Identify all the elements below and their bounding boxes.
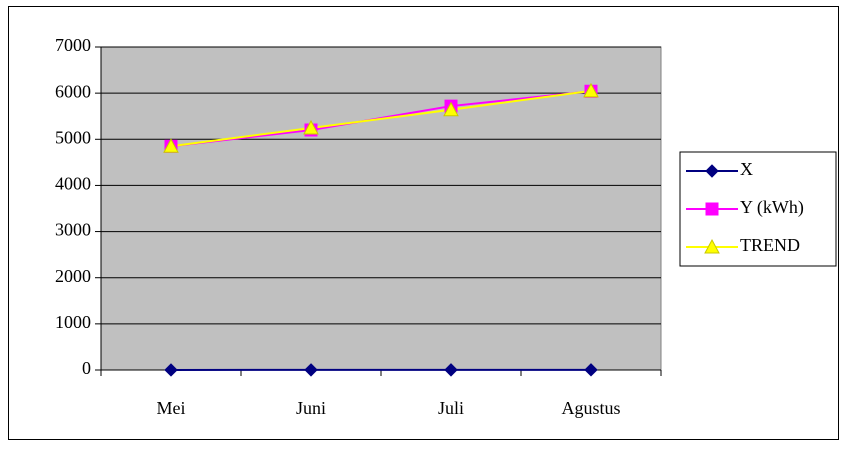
y-tick-label: 4000 [55,174,91,194]
y-tick-label: 6000 [55,81,91,101]
y-tick-label: 5000 [55,127,91,147]
y-tick-label: 7000 [55,35,91,55]
legend-marker [706,203,718,215]
y-tick-label: 2000 [55,266,91,286]
legend-label: TREND [740,235,800,255]
y-tick-label: 1000 [55,312,91,332]
x-tick-label: Juni [296,398,326,418]
x-tick-label: Mei [157,398,186,418]
x-tick-label: Agustus [561,398,620,418]
y-tick-label: 3000 [55,220,91,240]
legend-label: X [740,159,753,179]
plot-area [101,47,661,370]
legend-label: Y (kWh) [740,197,804,218]
x-tick-label: Juli [438,398,464,418]
y-tick-label: 0 [82,358,91,378]
